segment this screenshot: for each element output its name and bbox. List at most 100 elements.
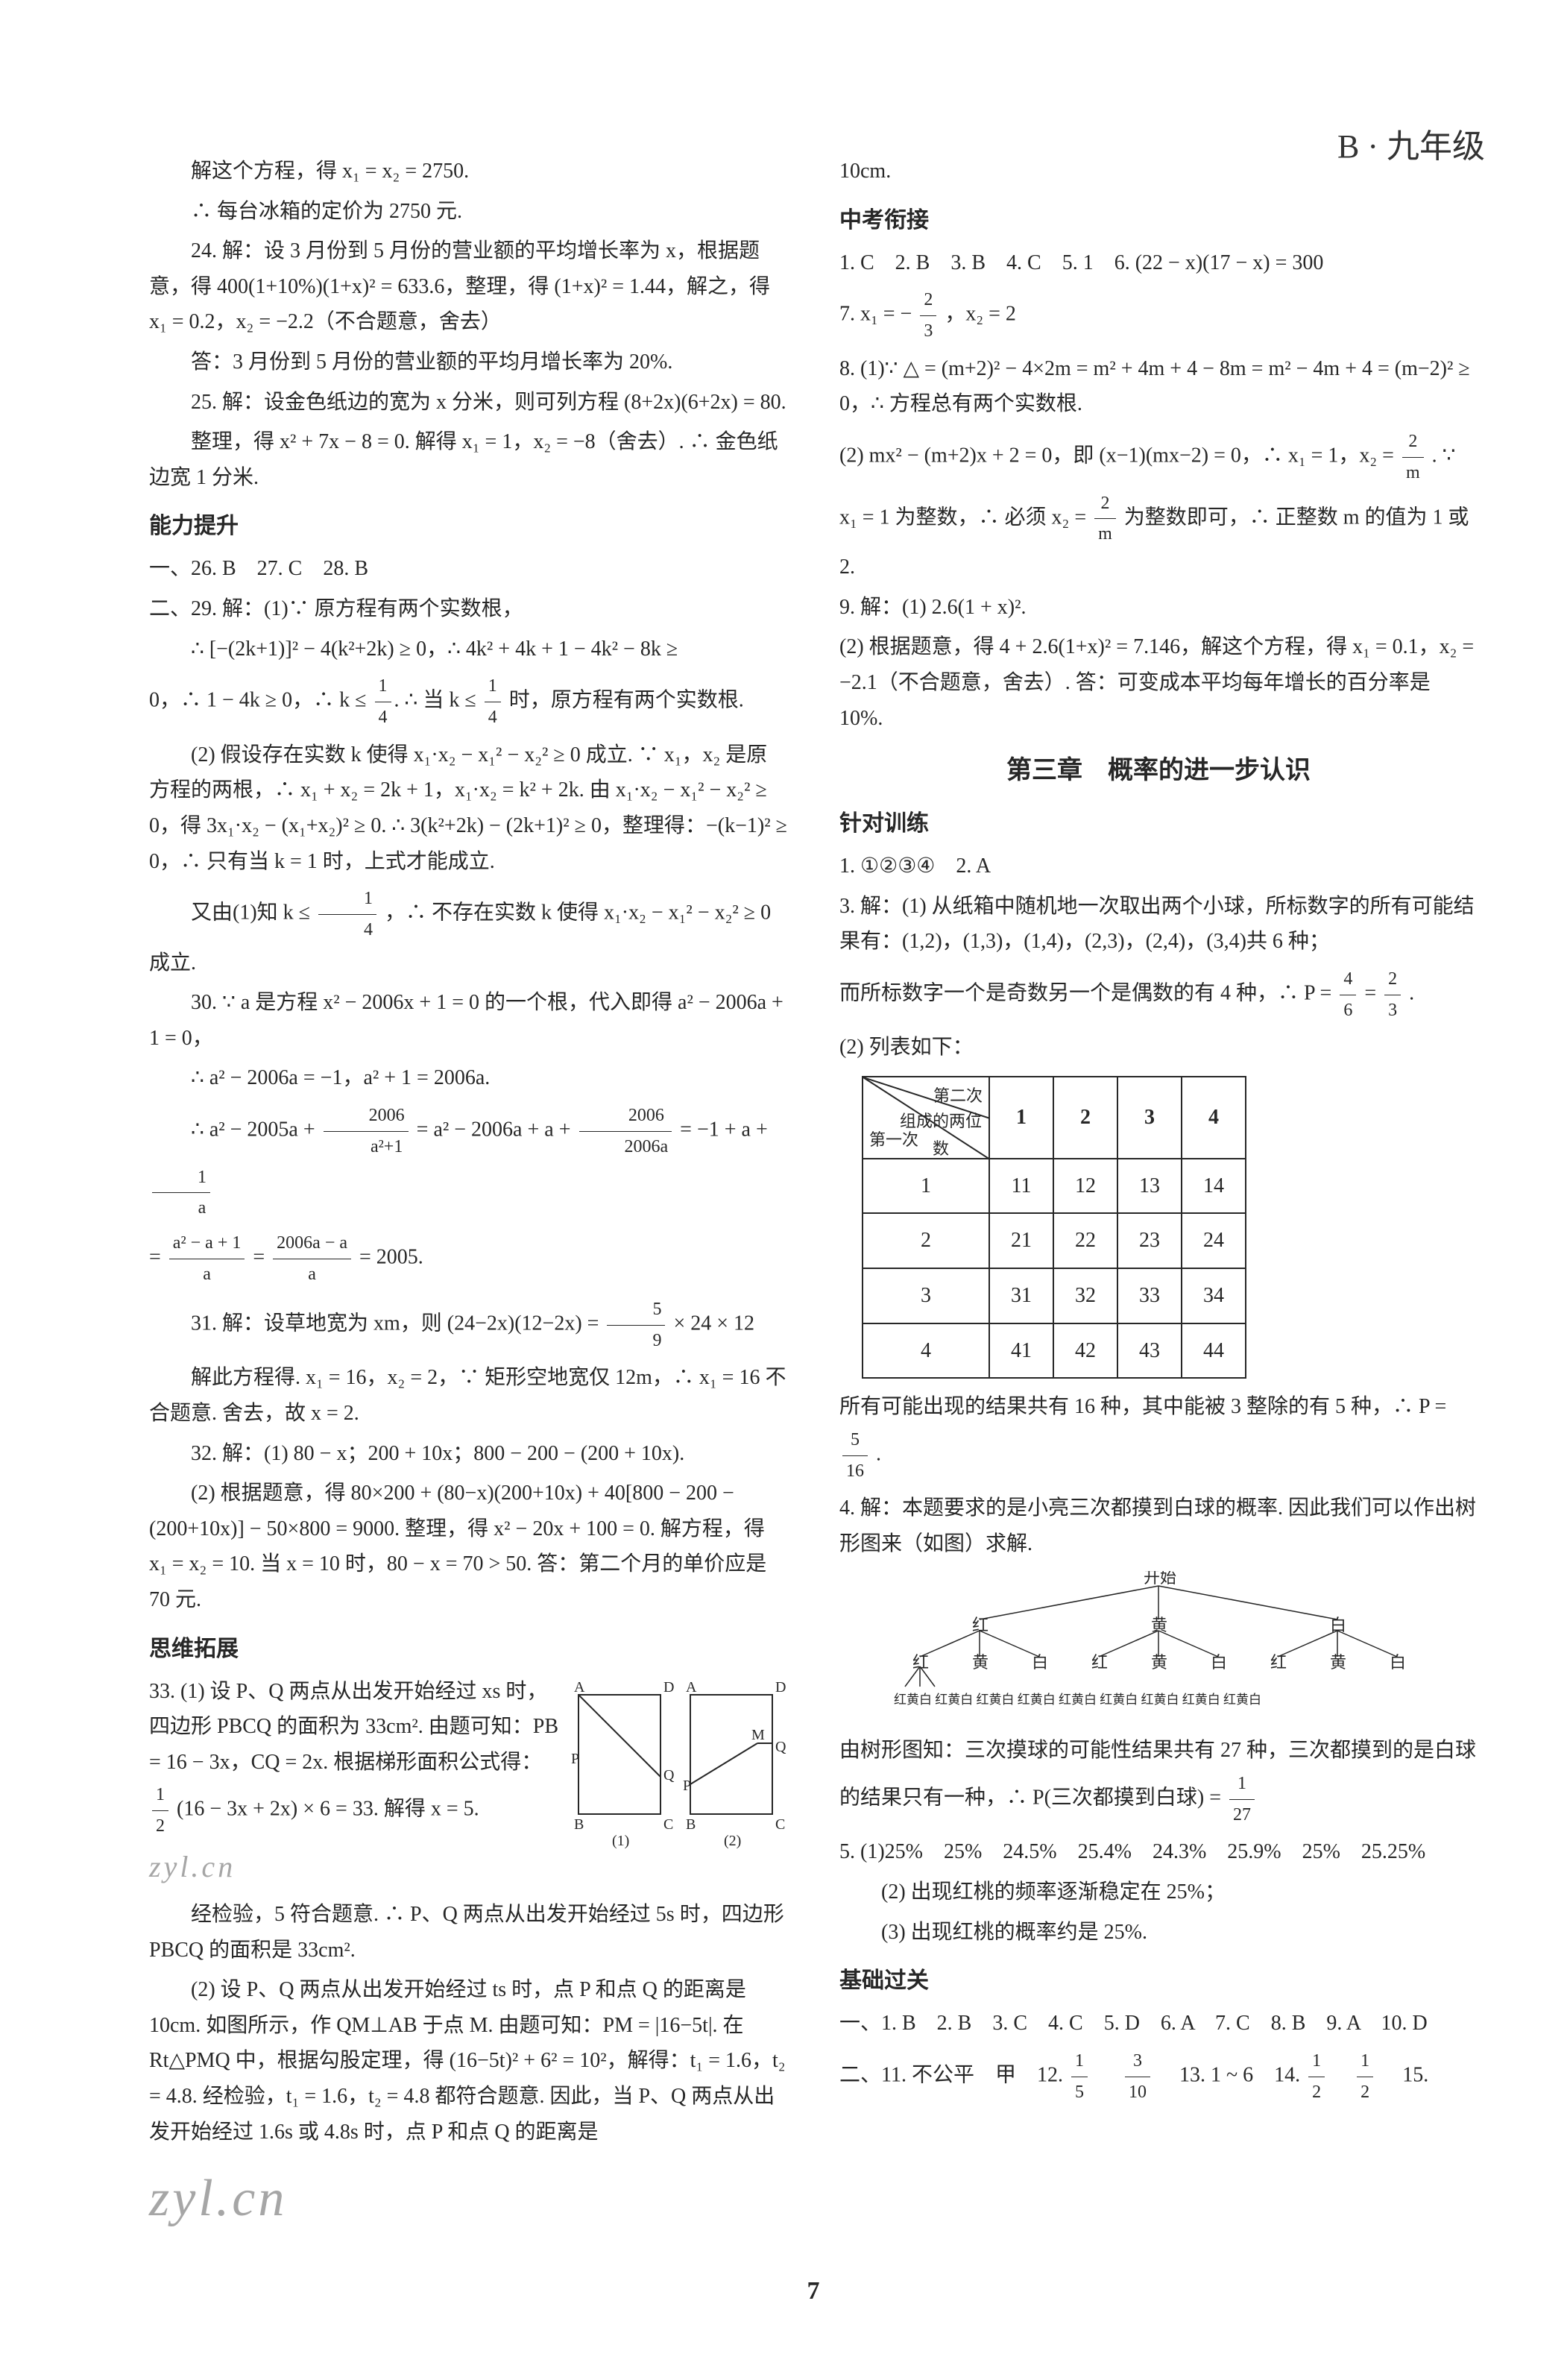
text-line: 二、29. 解：(1)∵ 原方程有两个实数根， — [149, 591, 787, 627]
text-line: 30. ∵ a 是方程 x² − 2006x + 1 = 0 的一个根，代入即得… — [149, 985, 787, 1056]
fraction: 14 — [485, 671, 501, 733]
table-col-header: 3 — [1117, 1077, 1182, 1159]
fraction: 2006a − aa — [273, 1228, 351, 1290]
text-line: 3. 解：(1) 从纸箱中随机地一次取出两个小球，所标数字的所有可能结果有：(1… — [839, 889, 1478, 960]
svg-text:A: A — [574, 1680, 585, 1696]
fraction: 14 — [318, 884, 376, 945]
svg-text:红: 红 — [912, 1653, 929, 1672]
table-cell: 43 — [1117, 1323, 1182, 1379]
text-line: (2) mx² − (m+2)x + 2 = 0，即 (x−1)(mx−2) =… — [839, 426, 1478, 585]
text-line: 而所标数字一个是奇数另一个是偶数的有 4 种，∴ P = 46 = 23 . — [839, 964, 1478, 1026]
text-line: 1. ①②③④ 2. A — [839, 849, 1478, 884]
text-fragment: 而所标数字一个是奇数另一个是偶数的有 4 种，∴ P = — [839, 981, 1331, 1004]
text-line: 7. x₁ = − 23 ，x₂ = 2 — [839, 285, 1478, 347]
text-fragment: ∴ 当 k ≤ — [405, 689, 476, 712]
diag-label: 第二次 — [933, 1082, 983, 1109]
fraction: 12 — [1308, 2046, 1325, 2108]
svg-text:白: 白 — [1211, 1653, 1227, 1672]
text-line: ∴ a² − 2006a = −1，a² + 1 = 2006a. — [149, 1060, 787, 1096]
table-row: 3 31 32 33 34 — [863, 1268, 1246, 1323]
svg-text:Q: Q — [663, 1767, 675, 1784]
watermark: zyl.cn — [149, 2170, 287, 2227]
text-line: 又由(1)知 k ≤ 14 ，∴ 不存在实数 k 使得 x₁·x₂ − x₁² … — [149, 884, 787, 980]
text-fragment: (2) mx² − (m+2)x + 2 = 0，即 (x−1)(mx−2) =… — [839, 444, 1394, 468]
text-line: 所有可能出现的结果共有 16 种，其中能被 3 整除的有 5 种，∴ P = 5… — [839, 1389, 1478, 1486]
fraction: 23 — [920, 285, 936, 347]
svg-text:D: D — [663, 1680, 674, 1696]
page-header: B · 九年级 — [1337, 119, 1485, 167]
page-number: 7 — [149, 2277, 1478, 2305]
geometry-figures: AD PQ BC (1) AD MQ P BC (2) — [571, 1680, 787, 1863]
text-line: = a² − a + 1a = 2006a − aa = 2005. — [149, 1228, 787, 1290]
fraction: 46 — [1340, 964, 1356, 1026]
text-line: 1. C 2. B 3. B 4. C 5. 1 6. (22 − x)(17 … — [839, 245, 1478, 281]
fraction: 12 — [152, 1780, 168, 1842]
fraction: 1a — [152, 1162, 210, 1224]
svg-text:红: 红 — [972, 1616, 989, 1634]
text-line: 0，∴ 1 − 4k ≥ 0，∴ k ≤ 14. ∴ 当 k ≤ 14 时，原方… — [149, 671, 787, 733]
text-fragment: 由树形图知：三次摸球的可能性结果共有 27 种，三次都摸到的是白球的结果只有一种… — [839, 1739, 1476, 1809]
watermark: zyl.cn — [149, 1842, 236, 1892]
text-line: (2) 列表如下： — [839, 1030, 1478, 1065]
fraction: 15 — [1071, 2046, 1088, 2108]
fraction: 516 — [842, 1425, 868, 1487]
svg-text:红: 红 — [1270, 1653, 1287, 1672]
text-line: 5. (1)25% 25% 24.5% 25.4% 24.3% 25.9% 25… — [839, 1834, 1478, 1870]
fraction: 14 — [375, 671, 391, 733]
text-fragment: (16 − 3x + 2x) × 6 = 33. 解得 x = 5. — [177, 1798, 479, 1821]
text-fragment: ，x₂ = 2 — [945, 303, 1016, 326]
table-cell: 44 — [1182, 1323, 1246, 1379]
text-line: (2) 根据题意，得 80×200 + (80−x)(200+10x) + 40… — [149, 1476, 787, 1617]
svg-text:P: P — [571, 1751, 579, 1767]
text-fragment: 时，原方程有两个实数根. — [509, 689, 744, 712]
svg-text:P: P — [683, 1778, 691, 1794]
think-heading: 思维拓展 — [149, 1630, 787, 1668]
fraction: 59 — [607, 1294, 665, 1356]
table-row: 4 41 42 43 44 — [863, 1323, 1246, 1379]
text-line: ∴ 每台冰箱的定价为 2750 元. — [149, 194, 787, 230]
table-col-header: 4 — [1182, 1077, 1246, 1159]
text-line: (2) 根据题意，得 4 + 2.6(1+x)² = 7.146，解这个方程，得… — [839, 629, 1478, 736]
fraction: 127 — [1229, 1769, 1255, 1830]
text-fragment: = −1 + a + — [680, 1118, 768, 1142]
tree-diagram: 开始 红 黄 白 红黄白 红黄白 红黄白 红黄白 红黄白 红黄白 红黄白 红黄白… — [839, 1571, 1478, 1725]
text-line: 整理，得 x² + 7x − 8 = 0. 解得 x₁ = 1，x₂ = −8（… — [149, 424, 787, 495]
table-cell: 42 — [1053, 1323, 1117, 1379]
table-col-header: 2 — [1053, 1077, 1117, 1159]
text-line: 解这个方程，得 x₁ = x₂ = 2750. — [149, 154, 787, 189]
text-fragment: 又由(1)知 k ≤ — [191, 901, 310, 925]
text-line: 32. 解：(1) 80 − x；200 + 10x；800 − 200 − (… — [149, 1436, 787, 1472]
text-line: 二、11. 不公平 甲 12. 15 310 13. 1 ~ 6 14. 12 … — [839, 2046, 1478, 2108]
table-cell: 22 — [1053, 1213, 1117, 1268]
table-cell: 31 — [989, 1268, 1053, 1323]
table-diag-header: 第二次 组成的两位数 第一次 — [863, 1077, 989, 1159]
svg-text:M: M — [751, 1727, 765, 1743]
svg-text:白: 白 — [1330, 1616, 1346, 1634]
svg-text:黄: 黄 — [1151, 1653, 1167, 1672]
table-row: 1 11 12 13 14 — [863, 1159, 1246, 1214]
geometry-svg: AD PQ BC (1) AD MQ P BC (2) — [571, 1680, 787, 1851]
table-cell: 23 — [1117, 1213, 1182, 1268]
text-fragment: × 24 × 12 — [673, 1312, 754, 1335]
zhendui-heading: 针对训练 — [839, 805, 1478, 843]
text-fragment: = 2005. — [359, 1246, 423, 1269]
text-fragment: 二、11. 不公平 甲 12. — [839, 2064, 1063, 2087]
text-line: (2) 出现红桃的频率逐渐稳定在 25%； — [839, 1874, 1478, 1910]
text-line: (2) 假设存在实数 k 使得 x₁·x₂ − x₁² − x₂² ≥ 0 成立… — [149, 737, 787, 879]
svg-text:Q: Q — [775, 1739, 786, 1755]
svg-text:D: D — [775, 1680, 786, 1696]
text-fragment: . — [876, 1443, 881, 1466]
table-cell: 12 — [1053, 1159, 1117, 1214]
svg-text:(1): (1) — [612, 1833, 629, 1849]
table-cell: 34 — [1182, 1268, 1246, 1323]
text-fragment: = a² − 2006a + a + — [417, 1118, 571, 1142]
text-fragment: 33. (1) 设 P、Q 两点从出发开始经过 xs 时，四边形 PBCQ 的面… — [149, 1680, 558, 1774]
text-fragment: 15. — [1402, 2064, 1428, 2087]
fraction: 12 — [1357, 2046, 1373, 2108]
svg-text:B: B — [686, 1816, 696, 1833]
table-cell: 21 — [989, 1213, 1053, 1268]
table-cell: 33 — [1117, 1268, 1182, 1323]
text-line: 25. 解：设金色纸边的宽为 x 分米，则可列方程 (8+2x)(6+2x) =… — [149, 385, 787, 421]
zhongkao-heading: 中考衔接 — [839, 201, 1478, 239]
svg-text:白: 白 — [1390, 1653, 1406, 1672]
